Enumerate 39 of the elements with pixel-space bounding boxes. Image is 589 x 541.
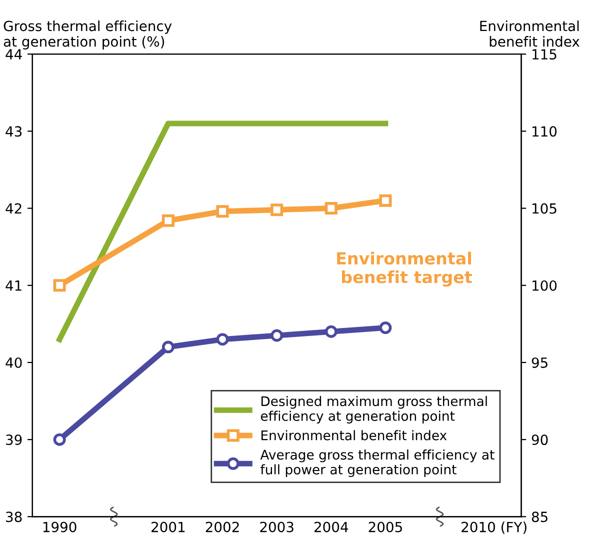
y2-tick-label: 115	[532, 49, 556, 60]
y2-tick-label: 90	[532, 434, 548, 446]
legend-label: Environmental benefit index	[261, 430, 447, 440]
y2-tick-label: 105	[532, 203, 556, 214]
y2-axis-title: Environmental benefit index	[480, 20, 580, 47]
point	[270, 329, 284, 342]
point	[324, 325, 338, 338]
point	[270, 204, 284, 216]
point	[379, 322, 392, 334]
y-tick-label: 38	[6, 512, 22, 522]
point	[53, 433, 66, 446]
y-tick-label: 44	[6, 49, 22, 60]
x-tick-label: 2003	[260, 522, 294, 532]
y2-tick-label: 100	[532, 280, 557, 291]
x-tick-label: 2001	[152, 522, 185, 532]
y-tick-label: 43	[6, 126, 22, 137]
x-tick-label: 1990	[43, 522, 76, 532]
x-tick-label: 2002	[206, 522, 239, 532]
y-tick-label: 42	[6, 203, 22, 214]
x-tick-label: 2010 (FY)	[462, 522, 526, 534]
point	[162, 214, 174, 227]
point	[216, 205, 229, 218]
y2-tick-label: 95	[532, 357, 548, 368]
point	[379, 194, 392, 207]
point	[324, 202, 338, 215]
point	[162, 340, 174, 354]
y-tick-label: 40	[6, 357, 22, 368]
point	[216, 333, 229, 346]
y2-tick-label: 110	[532, 126, 557, 137]
y-tick-label: 39	[6, 434, 22, 446]
point	[53, 279, 66, 292]
x-tick-label: 2004	[314, 522, 348, 532]
x-tick-label: 2005	[368, 522, 402, 532]
legend-label: Designed maximum gross thermal efficiency at generation point	[260, 396, 487, 424]
y-tick-label: 41	[6, 280, 22, 291]
legend-label: Average gross thermal efficiency at full power at generation point	[260, 449, 494, 478]
y2-tick-label: 85	[532, 512, 548, 522]
y-axis-title: Gross thermal efficiency at generation point (%)	[4, 20, 172, 50]
annotation: Environmental benefit target	[337, 252, 472, 287]
